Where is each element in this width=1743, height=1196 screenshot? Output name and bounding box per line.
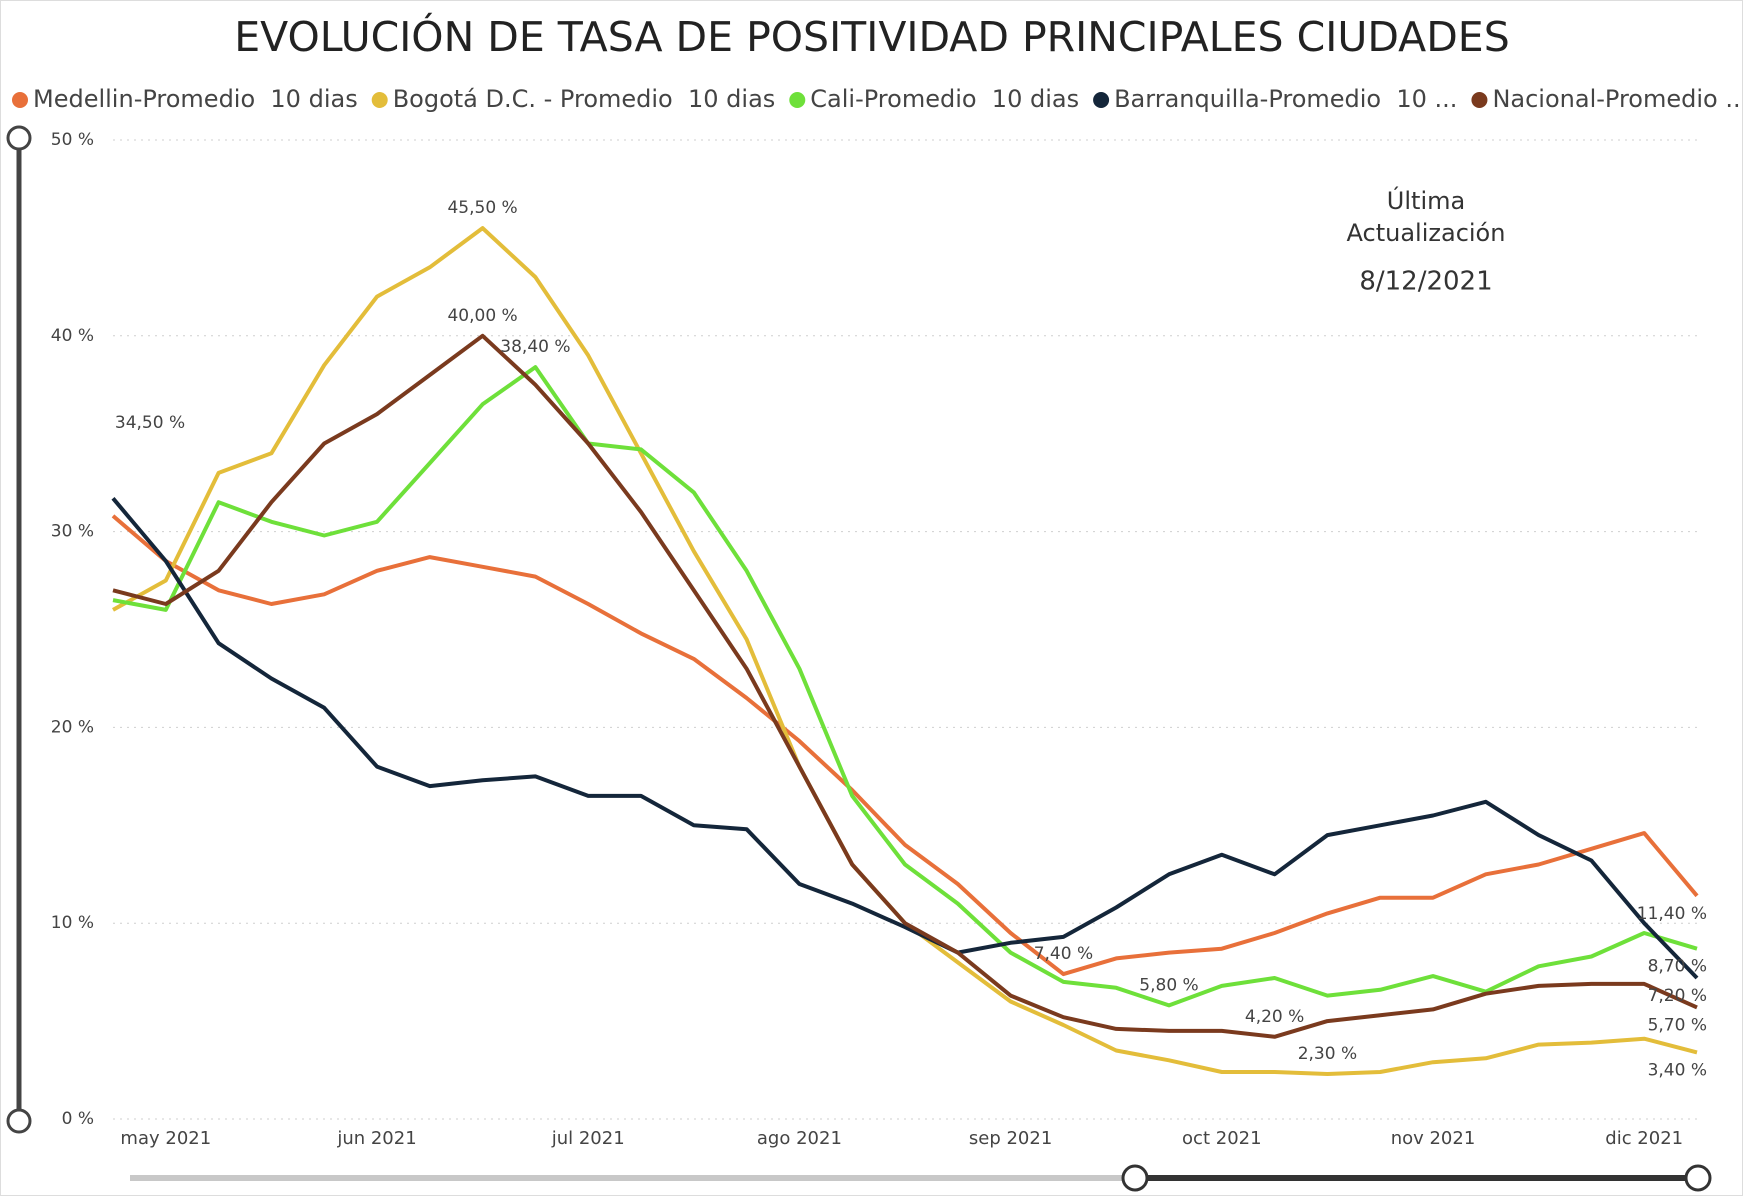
- data-label: 4,20 %: [1245, 1007, 1304, 1027]
- legend-marker: [12, 92, 28, 108]
- x-tick-label: sep 2021: [969, 1128, 1052, 1149]
- x-tick-label: nov 2021: [1391, 1128, 1476, 1149]
- legend-label: Nacional-Promedio ...: [1492, 85, 1743, 113]
- y-tick-label: 20 %: [51, 717, 94, 737]
- x-tick-label: ago 2021: [757, 1128, 842, 1149]
- x-tick-label: jul 2021: [551, 1128, 625, 1149]
- data-label: 3,40 %: [1648, 1060, 1707, 1080]
- x-tick-label: may 2021: [120, 1128, 211, 1149]
- data-label: 45,50 %: [447, 198, 517, 218]
- y-tick-label: 40 %: [51, 326, 94, 346]
- annotation: Última: [1387, 185, 1465, 215]
- data-label: 8,70 %: [1648, 957, 1707, 977]
- slider-handle[interactable]: [1121, 1164, 1149, 1192]
- annotation: 8/12/2021: [1359, 267, 1492, 297]
- data-label: 40,00 %: [447, 306, 517, 326]
- legend-marker: [1471, 92, 1488, 108]
- y-tick-label: 10 %: [51, 913, 94, 933]
- chart-title: EVOLUCIÓN DE TASA DE POSITIVIDAD PRINCIP…: [234, 13, 1509, 61]
- series-line: [111, 514, 1699, 977]
- data-label: 38,40 %: [500, 337, 570, 357]
- annotation: 34,50 %: [115, 413, 185, 433]
- data-label: 11,40 %: [1637, 904, 1707, 924]
- x-tick-label: dic 2021: [1605, 1128, 1683, 1149]
- data-label: 2,30 %: [1298, 1044, 1357, 1064]
- series-line: [112, 365, 1698, 1008]
- y-tick-label: 50 %: [51, 130, 94, 150]
- y-tick-label: 0 %: [62, 1109, 94, 1129]
- legend-label: Barranquilla-Promedio 10 ...: [1114, 85, 1457, 113]
- series-line: [111, 497, 1699, 980]
- x-tick-label: jun 2021: [336, 1128, 416, 1149]
- legend-marker: [1093, 92, 1110, 108]
- y-tick-label: 30 %: [51, 522, 94, 542]
- slider-handle[interactable]: [1684, 1164, 1712, 1192]
- slider-handle[interactable]: [6, 125, 32, 151]
- data-label: 5,80 %: [1139, 975, 1198, 995]
- legend-marker: [789, 92, 806, 108]
- data-label: 7,20 %: [1648, 986, 1707, 1006]
- data-label: 7,40 %: [1034, 944, 1093, 964]
- x-tick-label: oct 2021: [1182, 1128, 1262, 1149]
- series-line: [112, 333, 1698, 1039]
- legend-marker: [371, 92, 388, 108]
- legend-label: Bogotá D.C. - Promedio 10 dias: [393, 85, 776, 113]
- legend-label: Medellin-Promedio 10 dias: [33, 85, 358, 113]
- legend-label: Cali-Promedio 10 dias: [810, 85, 1079, 113]
- slider-handle[interactable]: [6, 1108, 32, 1134]
- annotation: Actualización: [1347, 219, 1506, 247]
- data-label: 5,70 %: [1648, 1015, 1707, 1035]
